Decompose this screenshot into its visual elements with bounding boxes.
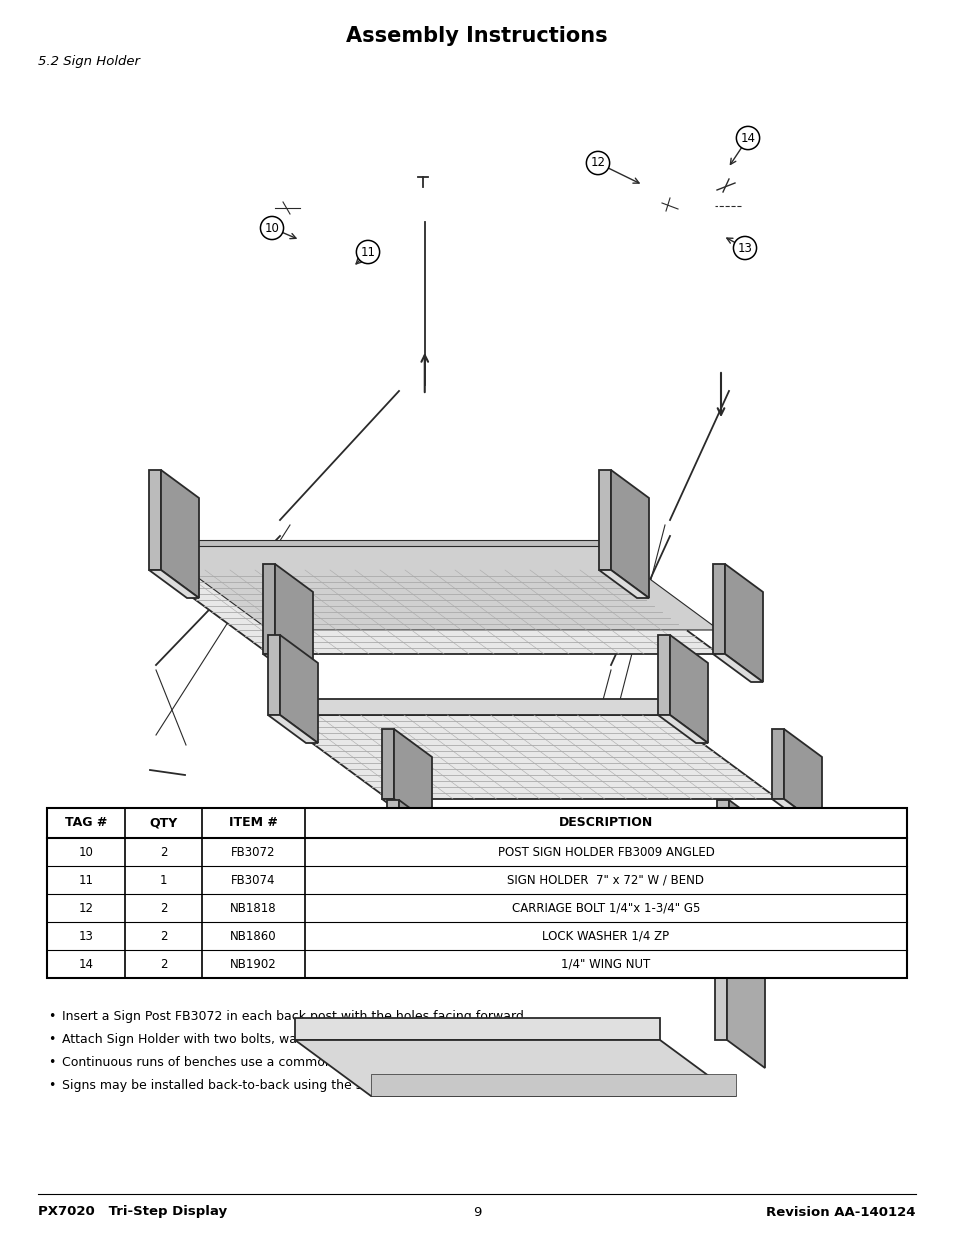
Polygon shape — [154, 546, 719, 630]
Text: 2: 2 — [159, 930, 167, 942]
Polygon shape — [726, 845, 764, 1068]
Text: QTY: QTY — [150, 816, 177, 830]
Text: NB1902: NB1902 — [230, 957, 276, 971]
Polygon shape — [149, 471, 161, 571]
Polygon shape — [783, 729, 821, 827]
Polygon shape — [842, 894, 880, 972]
Text: 12: 12 — [590, 157, 605, 169]
Polygon shape — [294, 1018, 659, 1040]
Polygon shape — [610, 471, 648, 598]
Text: •: • — [49, 1079, 55, 1092]
Polygon shape — [771, 729, 783, 799]
Polygon shape — [500, 944, 551, 972]
Text: 1: 1 — [159, 873, 167, 887]
Polygon shape — [268, 715, 317, 743]
Polygon shape — [728, 800, 766, 888]
Polygon shape — [830, 894, 842, 944]
Polygon shape — [263, 655, 313, 682]
Polygon shape — [658, 635, 669, 715]
Text: POST SIGN HOLDER FB3009 ANGLED: POST SIGN HOLDER FB3009 ANGLED — [497, 846, 714, 858]
Text: 2: 2 — [159, 902, 167, 914]
Polygon shape — [658, 715, 707, 743]
Polygon shape — [830, 944, 880, 972]
Polygon shape — [371, 1074, 735, 1095]
Text: ITEM #: ITEM # — [229, 816, 277, 830]
Text: 12: 12 — [78, 902, 93, 914]
Text: Revision AA-140124: Revision AA-140124 — [765, 1205, 915, 1219]
Polygon shape — [712, 564, 724, 655]
Polygon shape — [598, 471, 610, 571]
Text: FB3072: FB3072 — [231, 846, 275, 858]
Text: Attach Sign Holder with two bolts, washers, and nuts.: Attach Sign Holder with two bolts, washe… — [62, 1032, 397, 1046]
Text: •: • — [49, 1010, 55, 1023]
Polygon shape — [714, 845, 726, 1040]
Text: 1/4" WING NUT: 1/4" WING NUT — [560, 957, 650, 971]
Text: •: • — [49, 1056, 55, 1070]
Text: 2: 2 — [159, 957, 167, 971]
Polygon shape — [274, 715, 778, 799]
Polygon shape — [717, 860, 766, 888]
Text: •: • — [49, 1032, 55, 1046]
Text: 2: 2 — [159, 846, 167, 858]
Text: Insert a Sign Post FB3072 in each back post with the holes facing forward.: Insert a Sign Post FB3072 in each back p… — [62, 1010, 527, 1023]
Text: Signs may be installed back-to-back using the same set of hardware.: Signs may be installed back-to-back usin… — [62, 1079, 496, 1092]
Bar — [47, 808, 906, 978]
Polygon shape — [598, 571, 648, 598]
Polygon shape — [154, 571, 719, 655]
Text: NB1860: NB1860 — [230, 930, 276, 942]
Text: LOCK WASHER 1/4 ZP: LOCK WASHER 1/4 ZP — [542, 930, 669, 942]
Polygon shape — [771, 799, 821, 827]
Polygon shape — [294, 1040, 735, 1095]
Polygon shape — [268, 635, 280, 715]
Polygon shape — [398, 800, 436, 888]
Text: DESCRIPTION: DESCRIPTION — [558, 816, 653, 830]
Polygon shape — [381, 729, 394, 799]
Text: 11: 11 — [78, 873, 93, 887]
Text: PX7020   Tri-Step Display: PX7020 Tri-Step Display — [38, 1205, 227, 1219]
Text: 5.2 Sign Holder: 5.2 Sign Holder — [38, 56, 140, 68]
Polygon shape — [513, 894, 551, 972]
Text: 10: 10 — [264, 221, 279, 235]
Polygon shape — [154, 540, 604, 546]
Polygon shape — [669, 635, 707, 743]
Polygon shape — [381, 799, 432, 827]
Polygon shape — [161, 471, 199, 598]
Polygon shape — [149, 571, 199, 598]
Polygon shape — [387, 800, 398, 860]
Text: SIGN HOLDER  7" x 72" W / BEND: SIGN HOLDER 7" x 72" W / BEND — [507, 873, 703, 887]
Text: 14: 14 — [78, 957, 93, 971]
Text: 13: 13 — [737, 242, 752, 254]
Polygon shape — [274, 699, 663, 715]
Polygon shape — [154, 555, 604, 571]
Polygon shape — [724, 564, 762, 682]
Text: NB1818: NB1818 — [230, 902, 276, 914]
Polygon shape — [717, 800, 728, 860]
Polygon shape — [274, 564, 313, 682]
Text: 14: 14 — [740, 131, 755, 144]
Text: Continuous runs of benches use a common Sign Post between Sign Holders.: Continuous runs of benches use a common … — [62, 1056, 539, 1070]
Polygon shape — [394, 729, 432, 827]
Text: Assembly Instructions: Assembly Instructions — [346, 26, 607, 46]
Polygon shape — [712, 655, 762, 682]
Text: FB3074: FB3074 — [231, 873, 275, 887]
Polygon shape — [393, 844, 722, 860]
Text: 11: 11 — [360, 246, 375, 258]
Polygon shape — [393, 860, 836, 944]
Text: CARRIAGE BOLT 1/4"x 1-3/4" G5: CARRIAGE BOLT 1/4"x 1-3/4" G5 — [511, 902, 700, 914]
Polygon shape — [280, 635, 317, 743]
Polygon shape — [500, 894, 513, 944]
Text: 13: 13 — [78, 930, 93, 942]
Polygon shape — [387, 860, 436, 888]
Polygon shape — [263, 564, 274, 655]
Text: 10: 10 — [78, 846, 93, 858]
Text: 9: 9 — [473, 1205, 480, 1219]
Text: TAG #: TAG # — [65, 816, 107, 830]
